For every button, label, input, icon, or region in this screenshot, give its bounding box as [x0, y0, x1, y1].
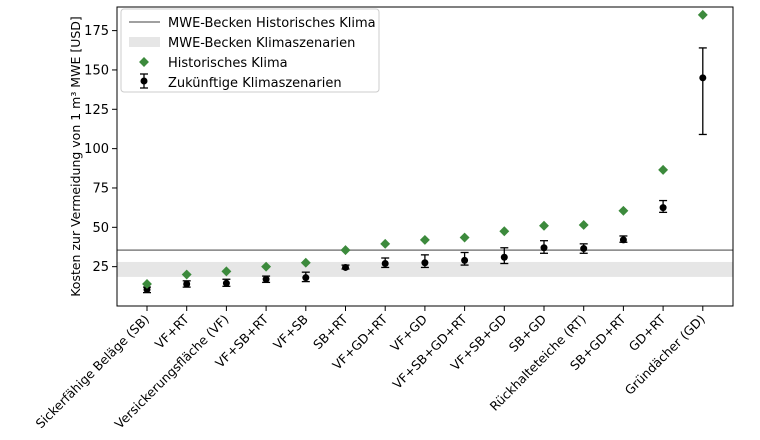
historical-point [181, 269, 192, 280]
future-point [183, 280, 191, 288]
future-point [699, 74, 707, 82]
historical-point [539, 220, 549, 231]
historical-point [419, 234, 430, 245]
legend-circle-swatch [140, 77, 148, 85]
marks-layer [142, 9, 708, 294]
y-tick-label: 25 [92, 260, 109, 275]
future-point [302, 274, 310, 282]
legend-box [120, 8, 380, 93]
future-point [580, 245, 588, 253]
legend-band-swatch [129, 37, 160, 47]
future-point [619, 236, 627, 244]
x-axis: Sickerfähige Beläge (SB) VF+RTVersickerun… [32, 306, 708, 431]
historical-point [658, 164, 669, 175]
y-tick-label: 125 [84, 103, 109, 118]
future-point [381, 260, 389, 268]
historical-point [261, 261, 272, 272]
historical-point [578, 220, 589, 230]
historical-point [459, 232, 470, 243]
legend-diamond-swatch [139, 57, 149, 67]
x-tick-label: VF+SB [270, 312, 311, 353]
future-point [500, 253, 508, 261]
historical-point [380, 238, 391, 249]
historical-point [142, 279, 152, 289]
future-point [461, 256, 469, 264]
future-point [342, 263, 349, 271]
reference-band [117, 261, 733, 277]
historical-point [618, 205, 629, 216]
legend-label-historical: Historisches Klima [168, 56, 288, 71]
legend: MWE-Becken Historisches Klima MWE-Becken… [120, 8, 380, 93]
historical-point [340, 245, 351, 256]
y-tick-label: 100 [84, 142, 109, 157]
historical-point [300, 257, 311, 268]
historical-point [697, 9, 708, 20]
legend-label-future: Zukünftige Klimaszenarien [168, 76, 342, 91]
reference-band-layer [117, 261, 733, 277]
future-point [540, 244, 548, 252]
y-tick-label: 50 [92, 221, 109, 236]
future-point [659, 204, 667, 212]
future-point [421, 259, 429, 267]
historical-point [499, 226, 510, 237]
y-axis: 25 50 75 100 125 150 175 [84, 24, 117, 275]
y-tick-label: 75 [92, 181, 109, 196]
future-point [262, 275, 270, 283]
y-axis-label: Kosten zur Vermeidung von 1 m³ MWE [USD] [68, 16, 83, 297]
historical-point [221, 266, 232, 277]
future-point [143, 285, 151, 293]
y-tick-label: 175 [84, 24, 109, 39]
future-point [222, 279, 230, 287]
y-tick-label: 150 [84, 63, 109, 78]
legend-label-line: MWE-Becken Historisches Klima [168, 16, 376, 31]
legend-label-band: MWE-Becken Klimaszenarien [168, 36, 355, 51]
